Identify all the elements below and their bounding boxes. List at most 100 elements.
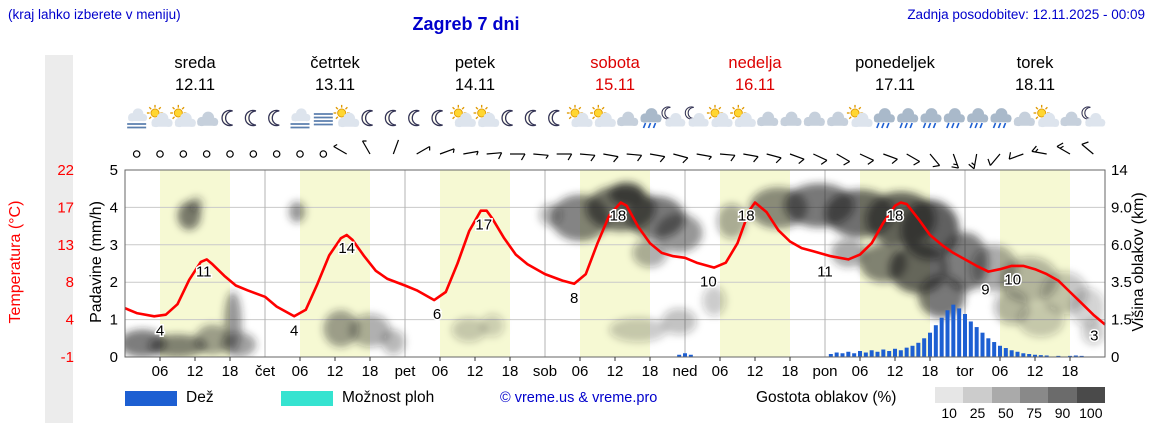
wind-barb-icon [649,153,666,163]
moon-icon [548,109,560,127]
wind-barb-icon [906,153,920,166]
density-tick-label: 10 [941,405,957,421]
wind-barb-icon [463,150,479,156]
calm-wind-icon [179,150,188,158]
temp-data-label: 10 [1004,272,1021,289]
calm-wind-icon [226,150,234,158]
day-abbrev: ned [672,363,697,380]
wind-barb-icon [533,153,549,159]
left-margin-strip [45,55,73,423]
hour-label: 18 [502,363,519,380]
day-name: petek [455,54,496,72]
wind-barb-icon [673,153,689,164]
day-abbrev: sob [533,363,557,380]
temp-data-label: 11 [817,263,833,280]
suncloud-icon [146,104,173,128]
cloud-density-label: Gostota oblakov (%) [756,389,897,406]
wind-barb-icon [626,153,643,162]
raincloud-icon [897,108,919,129]
temp-data-label: 18 [887,208,904,225]
location-hint: (kraj lahko izberete v meniju) [8,7,181,22]
hour-label: 18 [642,363,659,380]
cloud-height-tick: 0 [1111,349,1119,366]
cloud-icon [1060,111,1082,127]
density-swatch [935,387,964,403]
cloudmoon-icon [661,106,686,127]
cloud-density-scale [935,387,1105,403]
day-name: sreda [174,54,216,72]
calm-wind-icon [319,150,328,158]
wind-barb-icon [719,153,736,162]
wind-barb-icon [951,153,960,169]
cloud-icon [1013,111,1035,127]
temp-data-label: 3 [1090,327,1098,344]
temp-data-label: 8 [570,290,578,307]
wind-barb-icon [859,153,874,165]
calm-wind-icon [272,150,281,158]
density-swatch [1076,387,1105,403]
page-title: Zagreb 7 dni [412,14,520,34]
suncloud-icon [1033,104,1060,128]
cloud-height-tick: 1.5 [1111,312,1132,329]
calm-wind-icon [296,150,304,158]
calm-wind-icon [156,150,164,158]
day-name: torek [1017,54,1054,72]
temp-data-label: 11 [196,263,212,280]
hour-label: 12 [747,363,764,380]
density-swatch [1019,387,1049,403]
wind-barb-icon [968,153,978,170]
last-update-timestamp: Zadnja posodobitev: 12.11.2025 - 00:09 [907,7,1145,22]
rain-bars [677,304,1084,357]
suncloud-icon [706,104,733,128]
precip-tick: 3 [110,237,118,254]
precip-tick: 5 [110,162,118,179]
temperature-tick: 22 [57,162,74,179]
copyright-link[interactable]: © vreme.us & vreme.pro [500,390,658,406]
hour-label: 18 [922,363,939,380]
rain-legend-label: Dež [186,389,214,406]
moon-icon [431,109,443,127]
day-date: 15.11 [595,76,635,94]
raincloud-icon [967,108,989,129]
showers-legend-label: Možnost ploh [342,389,435,406]
temp-data-label: 17 [475,217,492,234]
wind-barb-icon [836,153,850,166]
cloud-icon [757,111,779,127]
moon-icon [524,109,537,127]
density-tick-label: 100 [1079,405,1103,421]
wind-barb-icon [743,153,759,163]
hour-label: 06 [992,363,1009,380]
fog-icon [313,113,333,126]
cloud-cover-layer [125,181,1105,357]
density-tick-label: 90 [1054,405,1071,421]
wind-barb-icon [766,153,782,164]
day-abbrev: tor [956,363,974,380]
hour-label: 12 [327,363,344,380]
fogcloud-icon [127,108,148,129]
temperature-data-labels: 4 11 4 14 6 17 8 18 10 18 11 18 9 10 3 [154,206,1100,346]
hour-label: 18 [1062,363,1079,380]
wind-barb-icon [987,153,1001,166]
cloud-height-tick: 3.5 [1111,274,1132,291]
density-swatch [991,387,1020,403]
hour-label: 06 [152,363,169,380]
wind-barbs-row [132,139,1094,170]
hour-label: 12 [467,363,484,380]
hour-label: 12 [607,363,624,380]
cloudmoon-icon [1081,106,1106,127]
hour-label: 06 [432,363,449,380]
hour-label: 06 [572,363,589,380]
day-name: ponedeljek [855,54,936,72]
day-date: 18.11 [1015,76,1055,94]
suncloud-icon [846,104,873,128]
raincloud-icon [990,108,1012,129]
wind-barb-icon [1056,142,1071,155]
suncloud-icon [730,104,756,128]
cloud-density-ticks: 10 25 50 75 90 100 [935,405,1105,421]
wind-barb-icon [1031,145,1047,155]
hour-label: 06 [852,363,869,380]
cloud-icon [803,111,825,127]
cloud-icon [197,111,219,127]
suncloud-icon [590,104,616,128]
raincloud-icon [943,108,965,129]
